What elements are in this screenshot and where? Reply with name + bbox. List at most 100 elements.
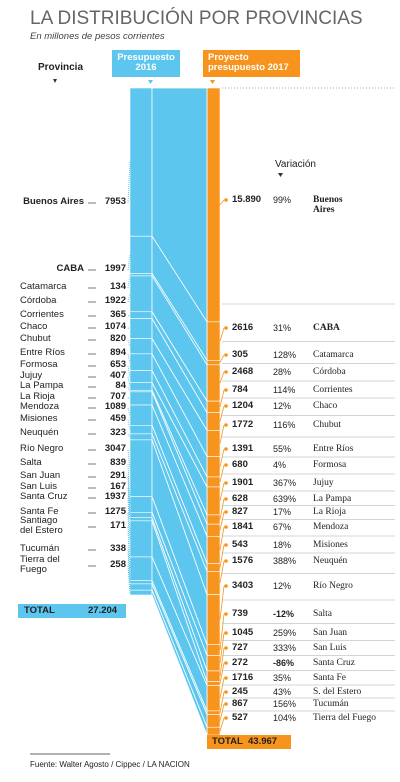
value-label: 894 (110, 347, 126, 358)
change-label: 12% (273, 401, 292, 411)
leader (127, 274, 131, 289)
leader (127, 463, 131, 505)
value-label: 1716 (232, 672, 254, 683)
bar-segment (129, 496, 153, 513)
bullet (224, 510, 228, 514)
category-label: La Rioja (20, 391, 55, 402)
category-label: La Pampa (313, 494, 352, 504)
bar-segment (206, 514, 221, 525)
bar-segment (129, 404, 153, 426)
total-value: 27.204 (88, 605, 118, 616)
value-label: 727 (232, 642, 248, 653)
legend-box (203, 50, 300, 77)
bar-segment (129, 275, 153, 313)
category-label: Formosa (313, 460, 347, 470)
source: Fuente: Walter Agosto / Cippec / LA NACI… (30, 760, 190, 769)
value-label: 291 (110, 470, 126, 481)
change-label: 114% (273, 385, 296, 395)
leader (219, 526, 225, 550)
category-label: CABA (56, 263, 84, 274)
bullet (224, 631, 228, 635)
change-label: 12% (273, 581, 292, 591)
change-label: 128% (273, 350, 297, 360)
value-label: 2468 (232, 366, 254, 377)
leader (219, 405, 225, 422)
bar-segment (129, 235, 153, 274)
bar-segment (129, 87, 153, 237)
bar-segment (129, 556, 153, 582)
bar-segment (206, 321, 221, 361)
leader (219, 662, 225, 684)
leader (127, 293, 131, 303)
leader (127, 433, 131, 438)
leader (127, 526, 131, 583)
value-label: 653 (110, 359, 126, 370)
value-label: 245 (232, 686, 248, 697)
bullet (224, 559, 228, 563)
bullet (224, 716, 228, 720)
leader (219, 389, 225, 407)
leader (219, 677, 225, 699)
category-label: Salta (313, 609, 332, 619)
value-label: 3047 (104, 443, 126, 454)
category-label: Buenos Aires (23, 196, 84, 207)
category-label: Chubut (20, 333, 51, 344)
bar-segment (129, 433, 153, 441)
value-label: 543 (232, 539, 248, 550)
change-label: 333% (273, 643, 297, 653)
change-label: 28% (273, 367, 292, 377)
category-label: Santa Fe (313, 673, 346, 683)
leader (127, 314, 131, 317)
total-box (18, 604, 126, 618)
value-label: 1772 (232, 419, 254, 430)
change-label: 35% (273, 673, 292, 683)
bar-segment (206, 644, 221, 656)
bar-segment (206, 360, 221, 366)
value-label: 527 (232, 712, 248, 723)
change-label: 639% (273, 494, 297, 504)
leader (219, 327, 225, 342)
bullet (224, 612, 228, 616)
value-label: 338 (110, 543, 126, 554)
category-label: Santiago del Estero (20, 515, 63, 536)
bullet (224, 525, 228, 529)
total-label: TOTAL (24, 605, 55, 616)
category-label: Jujuy (20, 370, 43, 381)
category-label: Tierra del Fuego (20, 554, 60, 575)
leader (127, 254, 131, 271)
header-arrow (148, 80, 153, 84)
leader (219, 632, 225, 664)
category-label: Chubut (313, 420, 341, 430)
value-label: 827 (232, 506, 248, 517)
value-label: 1901 (232, 477, 254, 488)
category-label: San Luis (313, 643, 347, 653)
category-label: Mendoza (313, 522, 349, 532)
leader (127, 162, 131, 204)
leader (127, 386, 131, 392)
category-label: Tucumán (313, 699, 349, 709)
leader (127, 376, 131, 387)
value-label: 1074 (104, 321, 126, 332)
bullet (224, 370, 228, 374)
category-label: Jujuy (313, 478, 334, 488)
value-label: 84 (115, 380, 126, 391)
header-arrow (53, 79, 57, 83)
leader (219, 560, 225, 584)
category-label: San Juan (20, 470, 61, 481)
value-label: 707 (110, 391, 126, 402)
value-label: 1841 (232, 521, 254, 532)
legend-box (112, 50, 180, 77)
category-label: Salta (20, 457, 42, 468)
leader (219, 498, 225, 520)
bar-segment (206, 87, 221, 323)
category-label: Córdoba (20, 295, 57, 306)
bullet (224, 481, 228, 485)
bar-segment (206, 681, 221, 686)
legend-label: Proyecto presupuesto 2017 (208, 52, 289, 73)
leader (127, 365, 131, 377)
leader (219, 482, 225, 502)
value-label: 1275 (104, 506, 126, 517)
leader (219, 448, 225, 467)
leader (127, 327, 131, 330)
